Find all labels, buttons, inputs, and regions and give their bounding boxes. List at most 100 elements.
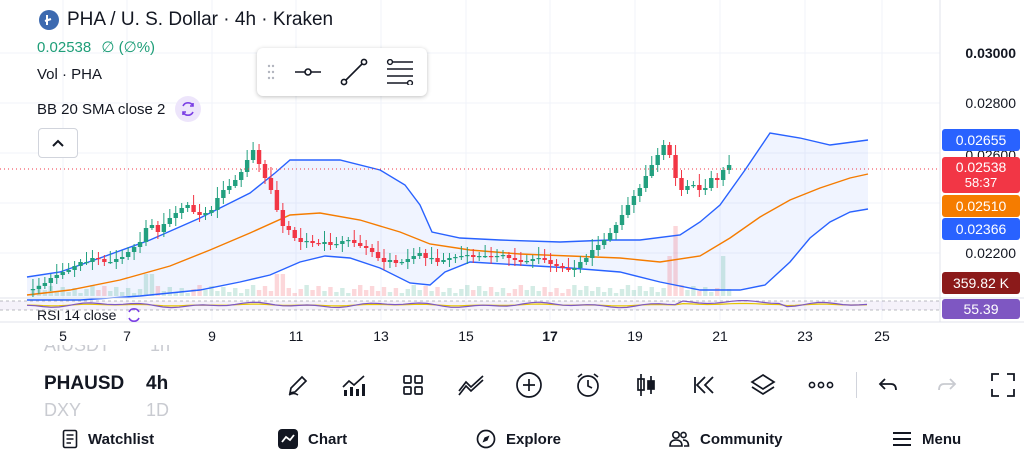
rsi-indicator-label[interactable]: RSI 14 close	[37, 305, 142, 325]
candle-body	[429, 258, 434, 260]
volume-bar	[328, 287, 333, 296]
add-plus-icon[interactable]	[514, 370, 544, 400]
chart-grid	[0, 0, 940, 320]
nav-community[interactable]: Community	[668, 428, 783, 450]
bollinger-indicator-legend[interactable]: BB 20 SMA close 2	[37, 96, 202, 122]
redo-icon[interactable]	[932, 370, 962, 400]
candle-body	[524, 261, 529, 263]
nav-explore-label: Explore	[506, 430, 562, 448]
candle-body	[143, 228, 149, 242]
volume-bar	[334, 292, 339, 296]
nav-chart[interactable]: Chart	[278, 428, 347, 450]
volume-bar	[203, 290, 208, 296]
candle-body	[173, 213, 178, 218]
volume-bar	[363, 290, 369, 296]
volume-bar	[536, 291, 541, 296]
undo-icon[interactable]	[873, 370, 903, 400]
candle-body	[42, 283, 48, 286]
collapse-legend-button[interactable]	[38, 128, 78, 158]
candle-body	[477, 256, 482, 258]
drag-handle-icon[interactable]	[257, 48, 285, 96]
horizontal-line-tool-icon[interactable]	[285, 48, 331, 96]
volume-bar	[352, 289, 357, 296]
volume-bar	[560, 293, 565, 296]
volume-bar	[155, 286, 161, 296]
layers-icon[interactable]	[748, 370, 778, 400]
candle-body	[209, 210, 214, 213]
fib-levels-tool-icon[interactable]	[377, 48, 423, 96]
layouts-grid-icon[interactable]	[398, 370, 428, 400]
nav-watchlist[interactable]: Watchlist	[62, 428, 154, 450]
candle-body	[726, 165, 732, 170]
volume-bar	[280, 274, 286, 296]
candle-body	[459, 256, 464, 258]
alert-clock-icon[interactable]	[573, 370, 603, 400]
next-interval[interactable]: 1D	[146, 400, 170, 416]
volume-bar	[209, 286, 214, 296]
nav-menu[interactable]: Menu	[892, 428, 961, 450]
current-symbol[interactable]: PHAUSD	[44, 373, 125, 394]
bollinger-indicator-label: BB 20 SMA close 2	[37, 100, 166, 118]
price-chart[interactable]	[0, 0, 1024, 352]
current-interval[interactable]: 4h	[146, 373, 169, 394]
candle-body	[304, 241, 309, 243]
volume-bar	[268, 291, 274, 296]
rsi-tag: 55.39	[942, 299, 1020, 319]
symbol-title[interactable]: PHA / U. S. Dollar · 4h · Kraken	[39, 9, 333, 31]
candle-body	[78, 262, 83, 266]
candle-body	[643, 176, 648, 188]
next-symbol[interactable]: DXY	[44, 400, 82, 416]
volume-bar	[578, 290, 583, 296]
bar-countdown: 58:37	[964, 175, 998, 190]
volume-bar	[477, 286, 482, 296]
volume-bar	[530, 286, 535, 296]
indicators-icon[interactable]	[339, 370, 369, 400]
volume-bar	[66, 292, 71, 296]
candle-body	[322, 242, 327, 244]
candle-body	[167, 218, 172, 224]
bollinger-lower-line	[27, 208, 869, 301]
candle-body	[292, 230, 297, 238]
replay-icon[interactable]	[690, 370, 720, 400]
volume-bar	[322, 291, 327, 296]
volume-bar	[441, 292, 446, 296]
volume-bar	[72, 288, 77, 296]
candle-body	[244, 160, 250, 172]
trend-line-tool-icon[interactable]	[331, 48, 377, 96]
date-tick: 25	[874, 328, 890, 344]
candle-body	[482, 256, 488, 258]
prev-symbol[interactable]: AIUSDT	[44, 345, 111, 355]
compare-icon[interactable]	[456, 370, 486, 400]
volume-bar	[697, 291, 702, 296]
candle-body	[250, 150, 256, 160]
volume-bar	[453, 293, 458, 296]
fullscreen-icon[interactable]	[988, 370, 1018, 400]
candle-body	[500, 255, 506, 257]
volume-bar	[465, 285, 470, 296]
volume-bar	[399, 293, 405, 296]
candle-style-icon[interactable]	[631, 370, 661, 400]
volume-bar	[643, 291, 648, 296]
candle-body	[316, 243, 321, 245]
volume-bar	[244, 289, 250, 296]
volume-bar	[369, 286, 375, 296]
pencil-icon[interactable]	[283, 370, 313, 400]
more-icon[interactable]	[806, 370, 836, 400]
volume-indicator-label[interactable]: Vol · PHA	[37, 66, 103, 83]
candle-body	[649, 165, 654, 176]
volume-bar	[90, 285, 95, 296]
volume-bar	[619, 289, 625, 296]
prev-interval[interactable]: 1h	[150, 345, 171, 355]
bottom-nav	[0, 417, 1024, 461]
bottom-toolbar	[0, 352, 1024, 416]
community-icon	[668, 430, 690, 448]
candle-body	[72, 266, 77, 270]
candle-body	[506, 255, 512, 258]
volume-bar	[471, 290, 476, 296]
candle-body	[417, 253, 422, 256]
volume-bar	[631, 290, 637, 296]
nav-explore[interactable]: Explore	[476, 428, 561, 450]
date-tick: 11	[288, 328, 304, 344]
volume-bar	[518, 285, 524, 296]
bb-lower-price-tag: 0.02366	[942, 218, 1020, 240]
